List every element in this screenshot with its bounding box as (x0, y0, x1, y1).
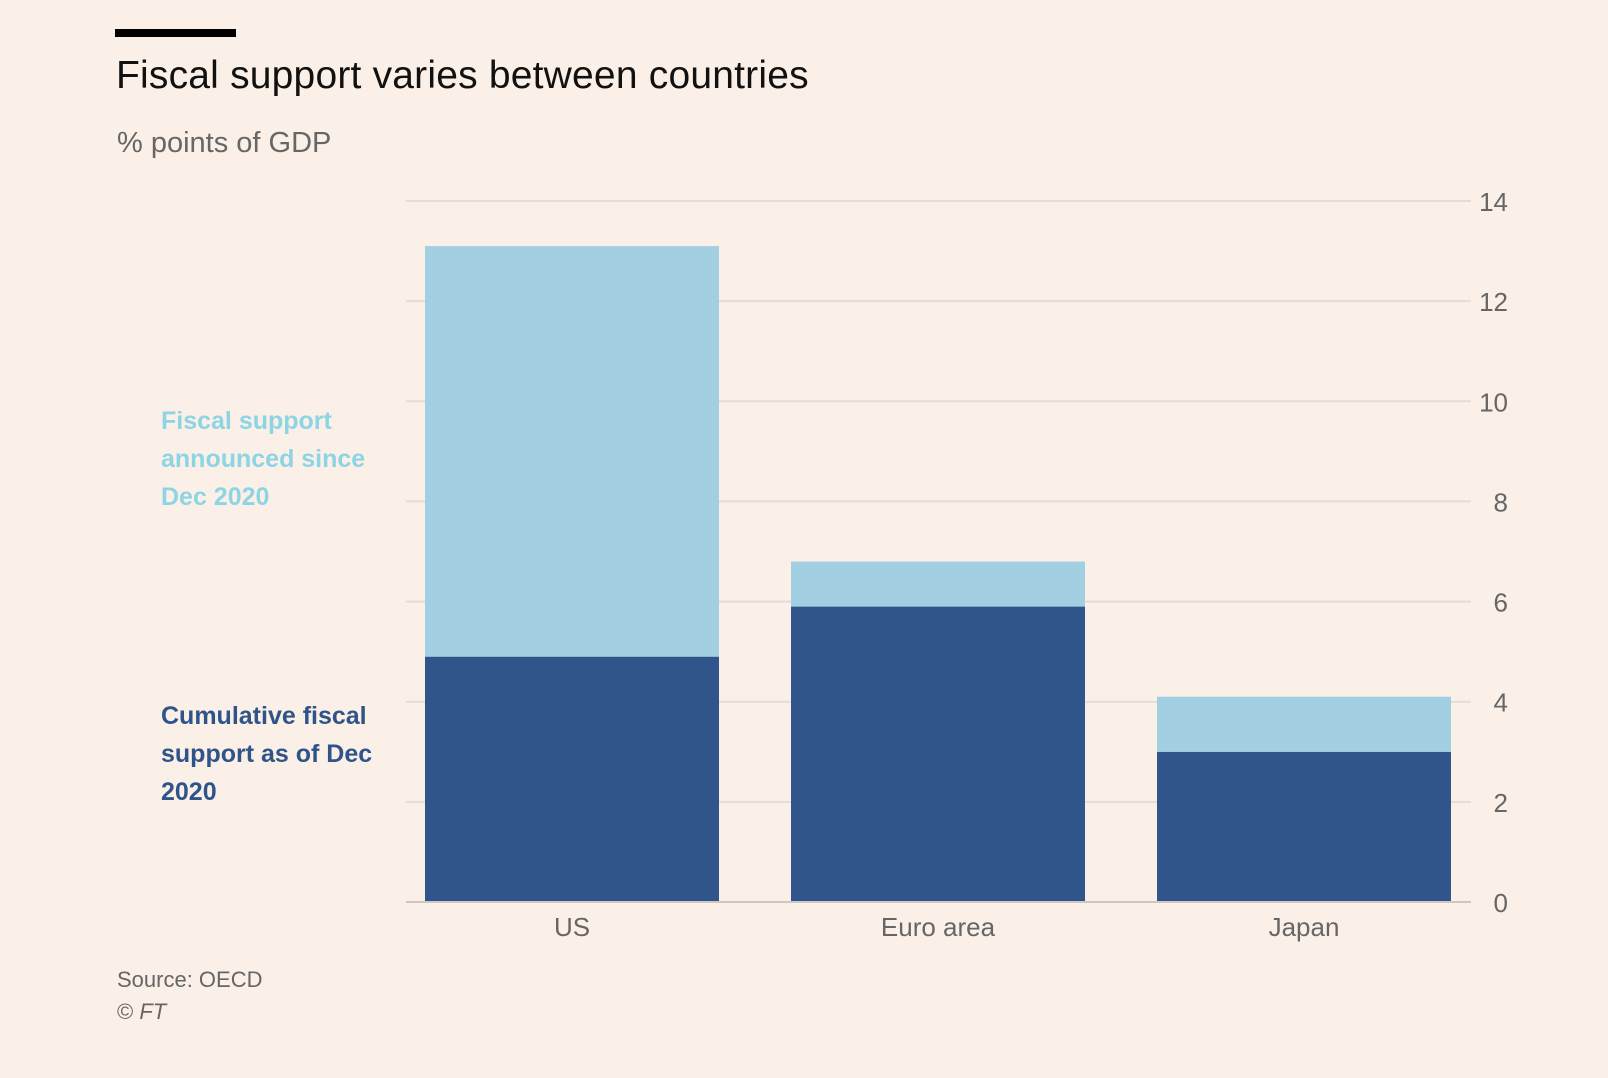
y-tick-label: 14 (1479, 187, 1508, 217)
y-tick-label: 12 (1479, 287, 1508, 317)
y-tick-label: 8 (1494, 487, 1508, 517)
copyright-org: FT (139, 999, 167, 1024)
source-note: Source: OECD (117, 967, 263, 992)
bar-euro-area-cumulative (791, 606, 1085, 902)
y-tick-label: 4 (1494, 688, 1508, 718)
y-tick-label: 10 (1479, 387, 1508, 417)
x-tick-label: Euro area (881, 912, 996, 942)
bar-euro-area-announced (791, 561, 1085, 607)
y-tick-label: 0 (1494, 888, 1508, 918)
y-tick-label: 2 (1494, 788, 1508, 818)
bar-japan-announced (1157, 696, 1451, 752)
x-tick-label: US (554, 912, 590, 942)
bar-us-announced (425, 246, 719, 657)
legend-label-cumulative: Cumulative fiscal support as of Dec 2020 (161, 702, 373, 806)
chart-title: Fiscal support varies between countries (116, 54, 809, 97)
x-tick-label: Japan (1269, 912, 1340, 942)
bar-us-cumulative (425, 656, 719, 902)
legend-label-announced: Fiscal support announced since Dec 2020 (161, 407, 366, 511)
y-tick-label: 6 (1494, 588, 1508, 618)
title-accent-bar (115, 29, 236, 37)
chart-subtitle: % points of GDP (117, 127, 332, 159)
copyright-note: © FT (117, 999, 166, 1025)
bar-japan-cumulative (1157, 751, 1451, 902)
copyright-symbol: © (117, 999, 134, 1024)
